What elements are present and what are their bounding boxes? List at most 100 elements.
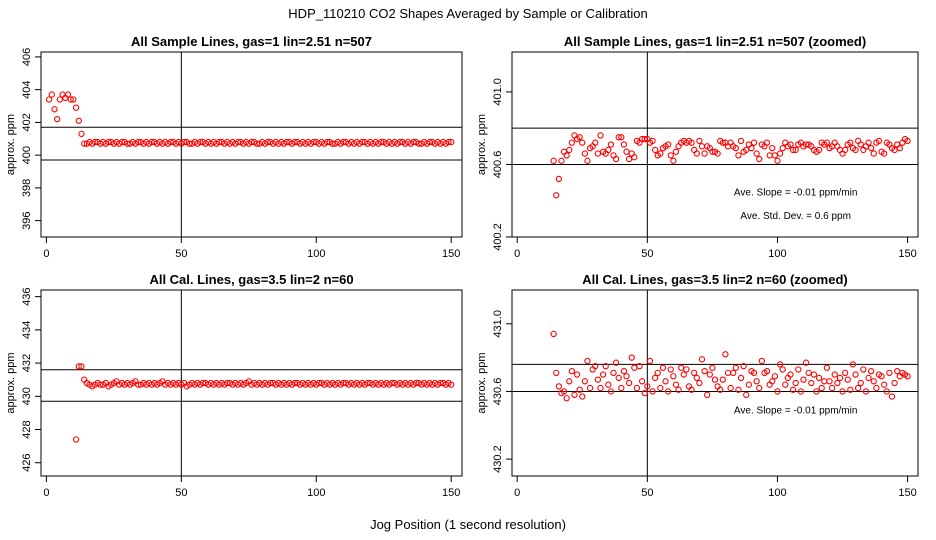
data-point [691,369,698,377]
data-point [566,146,573,154]
data-point [291,138,298,146]
data-point [693,150,700,157]
y-tick-label: 401.0 [492,78,504,106]
data-point [248,138,255,146]
data-point [91,138,99,146]
data-point [792,379,799,387]
data-point [566,378,573,385]
data-point [56,96,64,103]
data-point [800,376,807,383]
data-point [124,140,131,147]
data-point [886,369,893,377]
data-point [641,135,648,143]
data-point [743,146,750,154]
data-point [592,362,599,370]
y-axis-label: approx. ppm [5,114,17,175]
data-point [740,362,747,370]
data-point [340,138,347,146]
data-point [750,369,758,377]
data-point [70,96,77,103]
data-point [688,139,695,146]
data-point [186,140,193,147]
data-point [870,150,877,157]
data-point [594,376,602,383]
data-point [802,359,810,366]
data-point [701,150,708,157]
data-point [805,369,812,377]
data-point [224,379,231,387]
data-point [831,139,838,146]
data-point [197,138,204,146]
data-point [625,379,633,387]
data-point [691,146,698,154]
data-point [45,96,53,103]
data-point [894,368,901,375]
data-point [651,374,659,382]
data-point [678,364,685,371]
data-point [426,138,433,146]
data-point [628,354,635,361]
data-point [644,383,651,390]
data-point [135,381,142,388]
data-point [717,386,724,393]
data-point [267,379,274,387]
data-point [727,384,734,392]
annotation-text: Ave. Slope = -0.01 ppm/min [734,405,858,416]
data-point [719,376,726,383]
data-point [771,373,779,380]
data-point [756,155,763,163]
x-tick-label: 0 [43,248,49,260]
data-point [340,379,347,387]
data-point [54,115,61,123]
data-point [789,386,797,393]
data-point [722,351,729,358]
data-point [553,369,560,377]
data-point [891,146,898,154]
data-point [881,150,888,157]
data-points [550,330,911,402]
data-point [683,366,690,373]
data-point [667,152,674,159]
data-point [854,137,862,145]
data-point [665,141,672,148]
data-point [834,379,841,387]
data-point [148,138,155,146]
data-point [649,137,656,145]
x-tick-label: 100 [768,248,786,260]
data-point [693,374,700,382]
data-point [571,391,578,398]
data-point [667,366,674,373]
data-point [675,386,682,393]
data-point [81,140,88,147]
y-tick-label: 431.0 [492,310,504,338]
data-point [264,138,271,146]
panel-1: All Sample Lines, gas=1 lin=2.51 n=507 0 5… [5,34,463,260]
data-point [579,393,586,400]
data-point [771,152,779,159]
y-tick-label: 432 [21,354,33,372]
data-point [180,138,188,146]
data-point [410,138,417,146]
data-point [698,143,706,150]
data-point [769,144,776,152]
figure-xlabel: Jog Position (1 second resolution) [370,517,566,532]
data-point [48,91,55,98]
data-point [97,381,104,388]
data-point [854,384,862,392]
data-point [865,139,872,146]
data-point [64,91,72,98]
data-point [651,146,659,154]
data-point [828,384,836,392]
y-tick-label: 400 [21,146,33,164]
data-point [815,146,823,154]
data-points [550,132,911,199]
data-point [878,373,885,380]
data-point [730,369,737,377]
y-tick-label: 404 [21,80,33,98]
data-point [659,364,667,371]
data-point [568,368,576,375]
data-point [72,104,80,111]
data-point [605,146,612,154]
data-point [704,391,711,398]
data-point [563,152,570,159]
